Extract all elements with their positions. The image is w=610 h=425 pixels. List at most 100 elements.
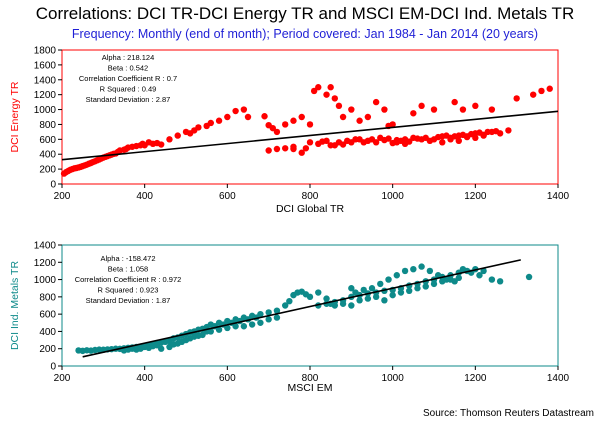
data-point bbox=[538, 87, 545, 95]
stat-label: R Squared : 0.49 bbox=[100, 85, 157, 94]
y-axis-title: DCI Energy TR bbox=[9, 81, 21, 152]
data-point bbox=[426, 137, 434, 145]
data-point bbox=[335, 139, 343, 146]
data-point bbox=[472, 102, 479, 110]
data-point bbox=[348, 285, 355, 292]
data-point bbox=[418, 136, 425, 143]
data-point bbox=[257, 319, 264, 326]
data-point bbox=[240, 323, 248, 330]
data-point bbox=[364, 295, 372, 302]
data-point bbox=[368, 285, 376, 292]
data-point bbox=[360, 286, 367, 294]
data-point bbox=[306, 139, 314, 146]
data-point bbox=[195, 332, 202, 339]
data-point bbox=[530, 91, 537, 98]
data-point bbox=[273, 128, 281, 136]
x-tick-label: 1000 bbox=[382, 191, 405, 202]
y-tick-label: 600 bbox=[39, 310, 56, 321]
data-point bbox=[302, 145, 310, 152]
data-point bbox=[410, 110, 417, 117]
y-tick-label: 400 bbox=[39, 327, 56, 338]
data-point bbox=[476, 272, 483, 279]
data-point bbox=[443, 132, 450, 139]
data-point bbox=[455, 137, 462, 145]
data-point bbox=[240, 106, 248, 113]
data-point bbox=[451, 98, 458, 106]
data-point bbox=[546, 85, 553, 92]
data-point bbox=[451, 133, 458, 140]
data-point bbox=[430, 106, 438, 113]
data-point bbox=[459, 106, 467, 113]
data-point bbox=[472, 134, 479, 142]
y-tick-label: 800 bbox=[39, 120, 56, 131]
data-point bbox=[368, 136, 376, 143]
y-tick-label: 1400 bbox=[34, 75, 57, 86]
data-point bbox=[265, 147, 272, 154]
data-point bbox=[290, 117, 297, 124]
data-point bbox=[315, 289, 322, 296]
data-point bbox=[348, 106, 355, 113]
data-point bbox=[360, 139, 367, 146]
x-tick-label: 1000 bbox=[382, 373, 405, 384]
data-point bbox=[207, 119, 214, 127]
trend-line bbox=[61, 110, 559, 161]
page-subtitle: Frequency: Monthly (end of month); Perio… bbox=[71, 27, 539, 41]
y-tick-label: 200 bbox=[39, 165, 56, 176]
data-point bbox=[426, 267, 434, 275]
data-point bbox=[393, 272, 400, 279]
y-tick-label: 1000 bbox=[34, 275, 57, 286]
data-point bbox=[323, 91, 330, 98]
data-point bbox=[488, 106, 496, 113]
data-point bbox=[331, 95, 338, 102]
data-point bbox=[282, 145, 289, 152]
data-point bbox=[261, 113, 268, 120]
data-point bbox=[265, 316, 272, 323]
x-tick-label: 600 bbox=[219, 373, 236, 384]
data-point bbox=[505, 127, 512, 134]
stat-label: Correlation Coefficient R : 0.972 bbox=[75, 275, 182, 284]
y-tick-label: 1400 bbox=[34, 241, 57, 252]
data-point bbox=[282, 121, 289, 128]
data-point bbox=[422, 283, 429, 290]
data-point bbox=[269, 124, 276, 132]
data-point bbox=[488, 276, 496, 283]
data-point bbox=[306, 293, 314, 301]
x-tick-label: 200 bbox=[54, 191, 71, 202]
data-point bbox=[401, 267, 409, 275]
data-point bbox=[265, 309, 272, 316]
stat-label: Standard Deviation : 1.87 bbox=[86, 296, 171, 305]
x-tick-label: 1400 bbox=[547, 191, 570, 202]
data-point bbox=[290, 143, 297, 150]
data-point bbox=[492, 127, 500, 135]
data-point bbox=[480, 267, 487, 275]
data-point bbox=[273, 145, 281, 153]
y-tick-label: 0 bbox=[50, 180, 56, 191]
data-point bbox=[434, 133, 442, 141]
data-point bbox=[352, 136, 359, 143]
data-point bbox=[327, 142, 334, 149]
data-point bbox=[244, 113, 252, 121]
x-tick-label: 400 bbox=[136, 373, 153, 384]
data-point bbox=[476, 129, 483, 136]
data-point bbox=[319, 138, 326, 145]
data-point bbox=[397, 289, 405, 296]
y-tick-label: 0 bbox=[50, 362, 56, 373]
data-point bbox=[195, 124, 202, 131]
data-point bbox=[153, 342, 161, 349]
x-tick-label: 600 bbox=[219, 191, 236, 202]
x-tick-label: 800 bbox=[302, 191, 319, 202]
data-point bbox=[496, 278, 504, 285]
x-tick-label: 1200 bbox=[464, 373, 487, 384]
x-axis-title: DCI Global TR bbox=[276, 203, 344, 215]
x-tick-label: 800 bbox=[302, 373, 319, 384]
data-point bbox=[356, 297, 363, 304]
x-tick-label: 1400 bbox=[547, 373, 570, 384]
data-point bbox=[248, 321, 256, 328]
data-point bbox=[389, 291, 396, 299]
data-point bbox=[339, 113, 347, 121]
data-point bbox=[364, 113, 372, 121]
page-title: Correlations: DCI TR-DCI Energy TR and M… bbox=[35, 4, 575, 23]
data-point bbox=[439, 139, 446, 146]
data-point bbox=[447, 276, 454, 283]
data-point bbox=[348, 302, 355, 309]
